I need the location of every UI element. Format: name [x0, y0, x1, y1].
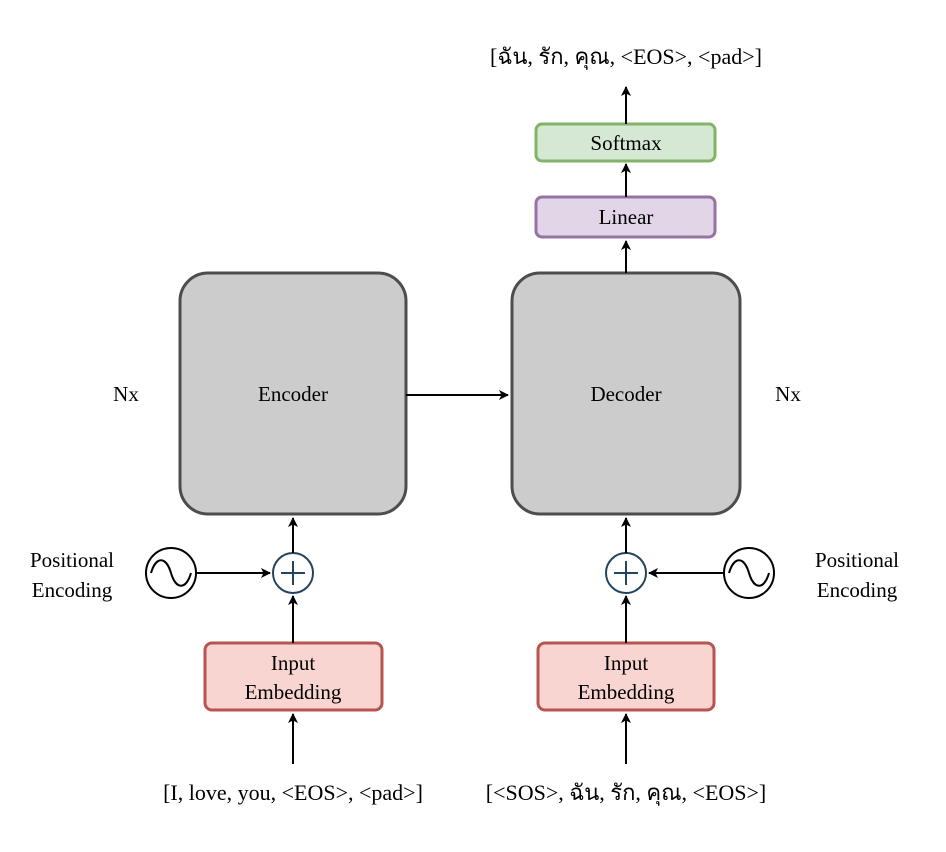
decoder-embedding-label-line1: Input	[604, 651, 648, 675]
decoder-input-sequence: [<SOS>, ฉัน, รัก, คุณ, <EOS>]	[486, 780, 767, 806]
softmax-label: Softmax	[590, 131, 662, 155]
decoder-adder	[605, 552, 647, 594]
output-sequence: [ฉัน, รัก, คุณ, <EOS>, <pad>]	[490, 44, 762, 70]
encoder-embedding-label-line2: Embedding	[245, 680, 342, 704]
encoder-block	[178, 271, 408, 516]
decoder-positional-label-line2: Encoding	[817, 578, 898, 602]
linear-label: Linear	[599, 205, 654, 229]
decoder-repeat-label: Nx	[775, 382, 801, 406]
decoder-positional-label-line1: Positional	[815, 548, 899, 572]
encoder-label: Encoder	[258, 382, 328, 406]
encoder-embedding-label-line1: Input	[271, 651, 315, 675]
encoder-positional-label-line1: Positional	[30, 548, 114, 572]
encoder-repeat-label: Nx	[113, 382, 139, 406]
encoder-positional-label-line2: Encoding	[32, 578, 113, 602]
decoder-embedding-label-line2: Embedding	[578, 680, 675, 704]
encoder-adder	[272, 552, 314, 594]
decoder-positional-wave-icon	[723, 547, 775, 599]
encoder-input-sequence: [I, love, you, <EOS>, <pad>]	[163, 780, 423, 805]
decoder-label: Decoder	[590, 382, 661, 406]
encoder-positional-wave-icon	[145, 547, 197, 599]
